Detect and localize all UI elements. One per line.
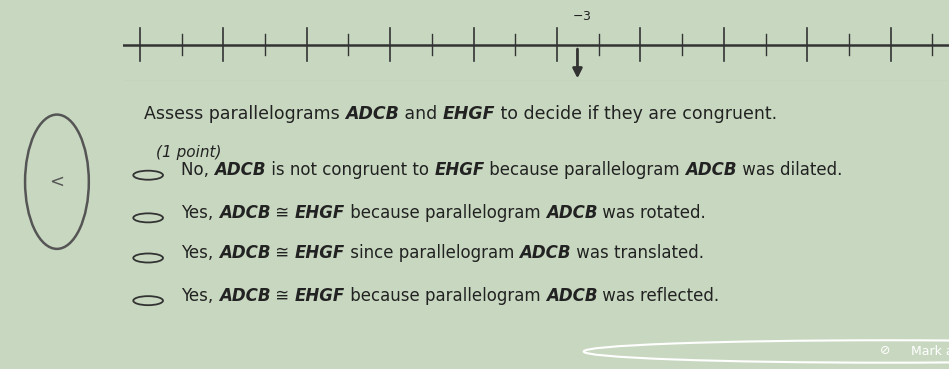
- Text: EHGF: EHGF: [294, 204, 344, 222]
- Text: ADCB: ADCB: [218, 244, 270, 262]
- Text: ADCB: ADCB: [345, 105, 400, 123]
- Text: was reflected.: was reflected.: [597, 287, 719, 305]
- Text: ADCB: ADCB: [218, 287, 270, 305]
- Text: <: <: [49, 173, 65, 191]
- Text: ADCB: ADCB: [218, 204, 270, 222]
- Text: was translated.: was translated.: [571, 244, 704, 262]
- Text: Assess parallelograms: Assess parallelograms: [144, 105, 345, 123]
- Text: ≅: ≅: [270, 244, 294, 262]
- Text: is not congruent to: is not congruent to: [266, 161, 434, 179]
- Text: because parallelogram: because parallelogram: [484, 161, 685, 179]
- Text: ADCB: ADCB: [214, 161, 266, 179]
- Text: ⊘: ⊘: [880, 344, 891, 357]
- Text: since parallelogram: since parallelogram: [344, 244, 519, 262]
- Text: ≅: ≅: [270, 287, 294, 305]
- Text: EHGF: EHGF: [294, 287, 344, 305]
- Text: $-3$: $-3$: [572, 10, 591, 23]
- Text: Yes,: Yes,: [181, 287, 218, 305]
- Text: No,: No,: [181, 161, 214, 179]
- Text: was dilated.: was dilated.: [736, 161, 842, 179]
- Text: to decide if they are congruent.: to decide if they are congruent.: [495, 105, 777, 123]
- Text: ADCB: ADCB: [519, 244, 571, 262]
- Text: was rotated.: was rotated.: [597, 204, 706, 222]
- Text: Yes,: Yes,: [181, 204, 218, 222]
- Text: Mark as C: Mark as C: [911, 345, 949, 358]
- Text: ADCB: ADCB: [546, 287, 597, 305]
- Text: and: and: [400, 105, 443, 123]
- Text: EHGF: EHGF: [443, 105, 495, 123]
- Text: EHGF: EHGF: [294, 244, 344, 262]
- Text: EHGF: EHGF: [434, 161, 484, 179]
- Text: Yes,: Yes,: [181, 244, 218, 262]
- Text: ≅: ≅: [270, 204, 294, 222]
- Text: because parallelogram: because parallelogram: [344, 204, 546, 222]
- Text: because parallelogram: because parallelogram: [344, 287, 546, 305]
- Text: ADCB: ADCB: [546, 204, 597, 222]
- Text: (1 point): (1 point): [157, 145, 222, 160]
- Text: ADCB: ADCB: [685, 161, 736, 179]
